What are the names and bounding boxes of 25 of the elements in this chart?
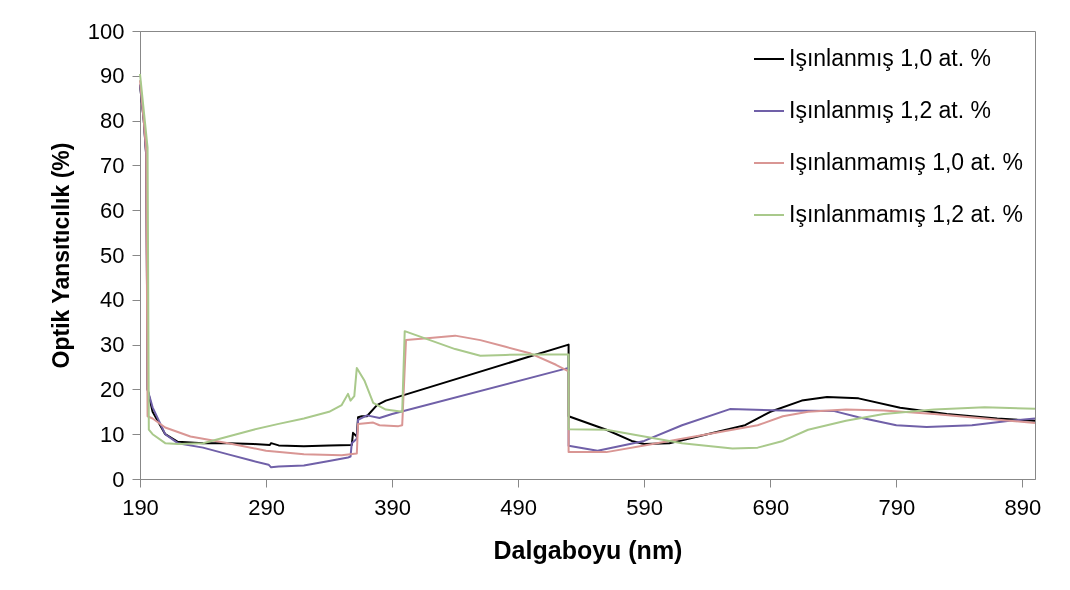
legend-label: Işınlanmış 1,2 at. % [789,97,991,123]
x-tick-label: 490 [500,494,538,520]
y-tick-label: 60 [100,197,125,223]
legend-label: Işınlanmış 1,0 at. % [789,45,991,71]
y-tick-label: 0 [112,466,125,492]
x-axis-title: Dalgaboyu (nm) [493,535,683,564]
x-tick-label: 790 [878,494,916,520]
x-tick-label: 890 [1004,494,1042,520]
y-tick-label: 40 [100,287,125,313]
y-tick-label: 50 [100,242,125,268]
y-tick-label: 100 [87,18,125,44]
y-axis-title: Optik Yansıtıcılık (%) [47,142,74,369]
y-tick-label: 70 [100,152,125,178]
x-tick-label: 190 [122,494,159,520]
y-tick-label: 80 [100,108,125,134]
y-tick-label: 10 [100,421,125,447]
legend-label: Işınlanmamış 1,0 at. % [789,149,1023,175]
y-tick-label: 20 [100,376,125,402]
x-tick-label: 390 [374,494,411,520]
x-tick-label: 590 [626,494,664,520]
x-tick-label: 290 [248,494,285,520]
legend-label: Işınlanmamış 1,2 at. % [789,201,1023,227]
x-tick-label: 690 [752,494,790,520]
y-tick-label: 90 [100,63,125,89]
y-tick-label: 30 [100,332,125,358]
